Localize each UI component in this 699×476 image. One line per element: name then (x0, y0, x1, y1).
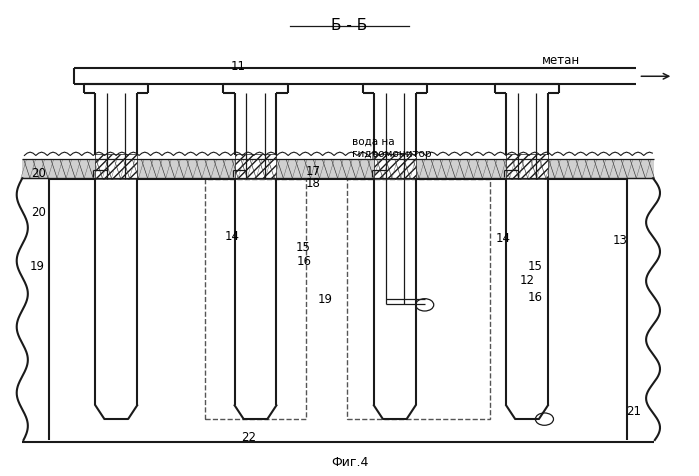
Text: 14: 14 (496, 231, 511, 245)
Text: 18: 18 (305, 177, 321, 190)
Bar (374, 154, 416, 180)
Text: 19: 19 (29, 260, 44, 273)
Text: метан: метан (542, 54, 579, 67)
Bar (95, 154, 137, 180)
Text: 16: 16 (528, 291, 542, 304)
Text: 19: 19 (318, 292, 333, 305)
Text: 12: 12 (520, 273, 535, 286)
Text: 11: 11 (231, 60, 246, 73)
Text: 15: 15 (295, 241, 310, 254)
Text: 22: 22 (242, 430, 257, 443)
Text: 20: 20 (31, 206, 45, 218)
Bar (22, 160, 654, 179)
Bar (206, 180, 305, 419)
Text: Фиг.4: Фиг.4 (331, 455, 368, 468)
Bar (347, 180, 490, 419)
Text: 13: 13 (612, 234, 628, 247)
Text: 15: 15 (528, 260, 542, 273)
Text: 21: 21 (626, 404, 642, 417)
Text: 20: 20 (31, 166, 45, 179)
Text: 16: 16 (296, 254, 312, 267)
Text: 14: 14 (224, 229, 239, 242)
Text: вода на
гидромонитор: вода на гидромонитор (352, 136, 431, 159)
Bar (235, 154, 276, 180)
Bar (506, 154, 548, 180)
Text: 17: 17 (305, 164, 321, 177)
Text: Б - Б: Б - Б (331, 18, 368, 33)
